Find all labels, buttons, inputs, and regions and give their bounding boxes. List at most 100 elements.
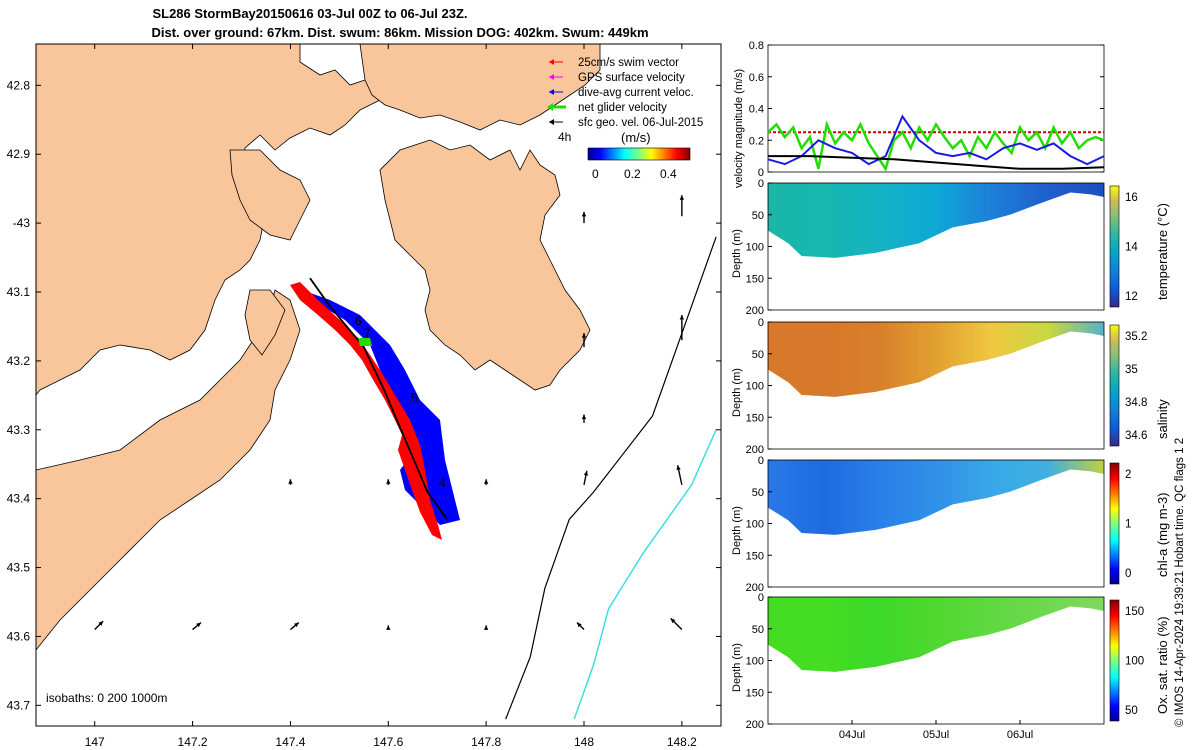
salinity-section: 0 50 100 150 200 Depth (m) 35.2 35 34.8 34.6 salin… bbox=[731, 317, 1170, 456]
colorbar-tick: 100 bbox=[1125, 656, 1144, 668]
section-ylabel: Depth (m) bbox=[731, 368, 743, 417]
section-colorbar bbox=[1109, 185, 1120, 308]
section-field bbox=[768, 183, 1104, 258]
velocity-series bbox=[768, 155, 1105, 170]
sfc-geo-vector bbox=[288, 479, 293, 485]
map-x-tick: 148 bbox=[574, 735, 594, 749]
map-x-tick: 147.8 bbox=[471, 735, 501, 749]
section-field bbox=[768, 460, 1104, 535]
section-ylabel: Depth (m) bbox=[731, 506, 743, 555]
section-y-tick: 0 bbox=[758, 317, 764, 329]
colorbar-label: salinity bbox=[1155, 399, 1170, 439]
glider-track bbox=[309, 277, 448, 520]
section-y-tick: 50 bbox=[752, 349, 764, 361]
day-label: 7 bbox=[364, 326, 371, 340]
net-glider-velocity-ribbon bbox=[358, 338, 372, 346]
section-y-tick: 50 bbox=[752, 624, 764, 636]
isobath-label: isobaths: 0 200 1000m bbox=[46, 691, 167, 705]
sfc-geo-vector bbox=[289, 622, 300, 631]
isobath-1000m bbox=[573, 429, 717, 720]
section-x-tick: 06Jul bbox=[1007, 729, 1033, 741]
section-colorbar bbox=[1109, 599, 1120, 722]
chla-section: 0 50 100 150 200 Depth (m) 2 1 0 chl-a (mg m-3) bbox=[731, 455, 1170, 594]
map-y-tick: -43 bbox=[13, 216, 31, 230]
colorbar-tick: 14 bbox=[1125, 242, 1138, 254]
colorbar-label: (m/s) bbox=[621, 130, 651, 145]
section-y-tick: 100 bbox=[746, 656, 764, 668]
colorbar-tick: 2 bbox=[1125, 469, 1131, 481]
isobath-200m bbox=[505, 236, 717, 720]
section-colorbar bbox=[1109, 324, 1120, 447]
colorbar-label: temperature (°C) bbox=[1155, 203, 1170, 300]
temperature-section: 0 50 100 150 200 Depth (m) 16 14 12 temperature (… bbox=[731, 178, 1170, 317]
map-ticks: 147 147.2 147.4 147.6 147.8 148 148.2 42.8 42.9 -… bbox=[7, 44, 721, 749]
day-label: 6 bbox=[355, 314, 362, 328]
sfc-geo-vector bbox=[581, 414, 587, 423]
sfc-geo-vector bbox=[386, 625, 391, 630]
section-ylabel: Depth (m) bbox=[731, 229, 743, 278]
section-ylabel: Depth (m) bbox=[731, 643, 743, 692]
colorbar-label: chl-a (mg m-3) bbox=[1155, 492, 1170, 577]
map-x-tick: 147.2 bbox=[178, 735, 208, 749]
swim-vector-ribbon bbox=[290, 282, 442, 540]
colorbar-tick: 34.6 bbox=[1125, 430, 1147, 442]
section-x-tick: 04Jul bbox=[839, 729, 865, 741]
section-y-tick: 100 bbox=[746, 519, 764, 531]
sfc-geo-vector bbox=[679, 195, 685, 217]
colorbar-tick: 50 bbox=[1125, 705, 1138, 717]
colorbar-tick: 0 bbox=[1125, 568, 1131, 580]
colorbar-tick: 1 bbox=[1125, 519, 1131, 531]
section-x-tick: 05Jul bbox=[923, 729, 949, 741]
section-field bbox=[768, 322, 1104, 397]
map-x-tick: 148.2 bbox=[667, 735, 697, 749]
section-y-tick: 200 bbox=[746, 719, 764, 731]
sfc-geo-vector bbox=[581, 333, 587, 348]
sfc-geo-vector bbox=[94, 620, 104, 631]
colorbar-tick: 12 bbox=[1125, 291, 1138, 303]
plot-title-line1: SL286 StormBay20150616 03-Jul 00Z to 06-… bbox=[152, 6, 468, 21]
legend-label: GPS surface velocity bbox=[578, 72, 685, 84]
section-y-tick: 100 bbox=[746, 242, 764, 254]
map-y-tick: 43.6 bbox=[7, 629, 31, 643]
colorbar-tick: 0.2 bbox=[624, 167, 641, 181]
map-x-tick: 147.4 bbox=[275, 735, 305, 749]
colorbar-tick: 150 bbox=[1125, 606, 1144, 618]
legend-label: sfc geo. vel. 06-Jul-2015 bbox=[578, 117, 703, 129]
sfc-geo-vector bbox=[386, 479, 391, 485]
section-field bbox=[768, 597, 1104, 672]
map-y-tick: 43.3 bbox=[7, 423, 31, 437]
section-y-tick: 150 bbox=[746, 412, 764, 424]
land-mass bbox=[36, 289, 301, 651]
velocity-y-tick: 0 bbox=[758, 167, 764, 179]
land-mass bbox=[229, 149, 311, 241]
velocity-y-tick: 0.8 bbox=[749, 40, 764, 52]
credit-text: © IMOS 14-Apr-2024 19:39:21 Hobart time.… bbox=[1174, 438, 1186, 727]
section-y-tick: 50 bbox=[752, 487, 764, 499]
map-y-tick: 43.5 bbox=[7, 561, 31, 575]
velocity-series bbox=[767, 120, 1105, 172]
section-y-tick: 150 bbox=[746, 687, 764, 699]
sfc-geo-vector bbox=[483, 479, 489, 485]
sfc-geo-vector bbox=[583, 470, 589, 486]
day-label: 4h bbox=[558, 130, 571, 144]
velocity-series bbox=[767, 114, 1105, 166]
map-x-tick: 147 bbox=[85, 735, 105, 749]
section-y-tick: 0 bbox=[758, 455, 764, 467]
sfc-geo-vector bbox=[679, 315, 685, 341]
map-y-tick: 43.1 bbox=[7, 285, 31, 299]
map-x-tick: 147.6 bbox=[373, 735, 403, 749]
map-y-tick: 42.8 bbox=[7, 78, 31, 92]
sfc-geo-vector bbox=[670, 617, 683, 631]
section-y-tick: 150 bbox=[746, 273, 764, 285]
sfc-geo-vector bbox=[192, 622, 202, 631]
land-mass bbox=[379, 139, 591, 391]
map-y-tick: 43.2 bbox=[7, 354, 31, 368]
map-y-tick: 42.9 bbox=[7, 147, 31, 161]
velocity-y-tick: 0.6 bbox=[749, 72, 764, 84]
section-colorbar bbox=[1109, 462, 1120, 585]
section-y-tick: 0 bbox=[758, 178, 764, 190]
colorbar-tick: 16 bbox=[1125, 192, 1138, 204]
sfc-geo-vector bbox=[576, 622, 585, 631]
